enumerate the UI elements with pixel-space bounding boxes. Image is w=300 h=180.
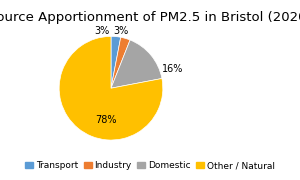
Wedge shape: [111, 37, 130, 88]
Text: 3%: 3%: [114, 26, 129, 36]
Legend: Transport, Industry, Domestic, Other / Natural: Transport, Industry, Domestic, Other / N…: [22, 158, 278, 174]
Text: 16%: 16%: [161, 64, 183, 73]
Wedge shape: [111, 40, 162, 88]
Text: Source Apportionment of PM2.5 in Bristol (2020): Source Apportionment of PM2.5 in Bristol…: [0, 11, 300, 24]
Text: 78%: 78%: [95, 115, 117, 125]
Text: 3%: 3%: [94, 26, 109, 36]
Wedge shape: [59, 36, 163, 140]
Wedge shape: [111, 36, 121, 88]
